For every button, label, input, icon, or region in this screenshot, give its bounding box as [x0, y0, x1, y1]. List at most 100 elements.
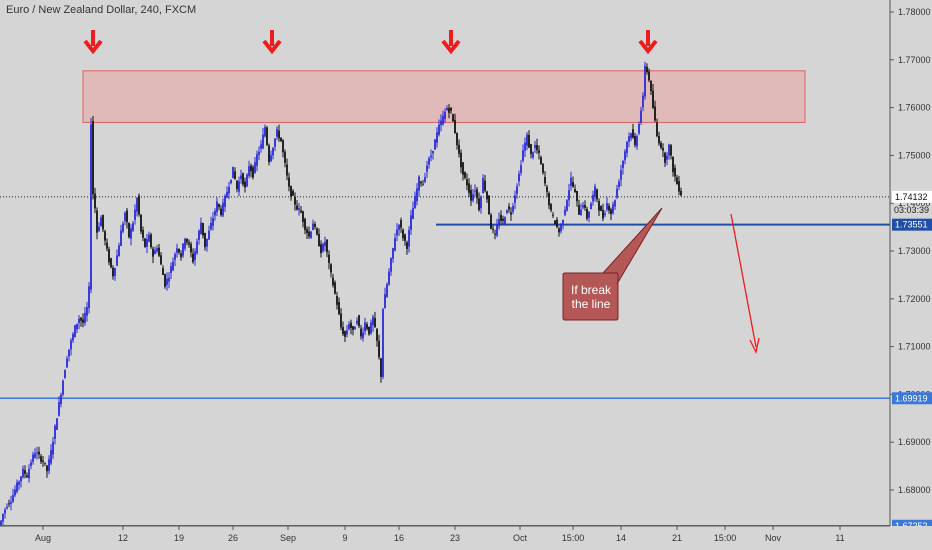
- candle-body: [410, 215, 412, 230]
- candle-body: [374, 318, 376, 328]
- candle-body: [626, 141, 628, 153]
- projection-arrow: [730, 213, 760, 354]
- candle-body: [0, 520, 2, 529]
- candle-body: [108, 249, 110, 263]
- candle-body: [10, 502, 12, 504]
- candle-body: [116, 255, 118, 266]
- candle-body: [448, 108, 450, 113]
- candle-body: [416, 188, 418, 202]
- candle-body: [82, 319, 84, 323]
- candle-body: [28, 468, 30, 479]
- candle-body: [110, 258, 112, 268]
- candle-body: [512, 206, 514, 212]
- candle-body: [118, 245, 120, 257]
- candle-body: [164, 274, 166, 287]
- candle-body: [314, 223, 316, 227]
- candle-body: [318, 233, 320, 247]
- candle-body: [208, 230, 210, 240]
- candle-body: [522, 150, 524, 161]
- candle-body: [228, 186, 230, 194]
- candle-body: [540, 157, 542, 165]
- callout-line-1: If break: [570, 283, 612, 297]
- candle-body: [74, 325, 76, 338]
- candle-body: [130, 228, 132, 239]
- candle-body: [92, 121, 94, 195]
- candle-body: [176, 248, 178, 253]
- x-tick-label: 12: [118, 533, 128, 543]
- candle-body: [256, 154, 258, 166]
- candle-body: [162, 268, 164, 275]
- candle-body: [114, 268, 116, 276]
- candle-body: [362, 332, 364, 339]
- y-tick-label: 1.77000: [898, 55, 931, 65]
- candle-body: [56, 418, 58, 430]
- candle-body: [388, 271, 390, 285]
- candle-body: [322, 243, 324, 252]
- candle-body: [428, 158, 430, 165]
- candle-body: [94, 193, 96, 209]
- candle-body: [384, 294, 386, 309]
- x-tick-label: 21: [672, 533, 682, 543]
- candle-body: [88, 286, 90, 309]
- candle-body: [498, 219, 500, 227]
- candle-body: [286, 164, 288, 176]
- candle-body: [438, 124, 440, 135]
- candle-body: [624, 151, 626, 161]
- candle-body: [510, 212, 512, 215]
- support-tag-label: 1.73551: [895, 220, 928, 230]
- candle-body: [244, 181, 246, 188]
- down-arrow-icon: [638, 30, 658, 55]
- candle-body: [592, 194, 594, 202]
- candle-body: [252, 167, 254, 178]
- candle-body: [402, 229, 404, 239]
- candle-body: [568, 190, 570, 201]
- x-tick-label: Nov: [765, 533, 782, 543]
- candle-body: [430, 155, 432, 158]
- candle-body: [346, 330, 348, 335]
- candle-body: [8, 503, 10, 505]
- candle-body: [532, 152, 534, 158]
- candle-body: [84, 312, 86, 323]
- candle-body: [464, 172, 466, 178]
- candle-body: [538, 150, 540, 153]
- candle-body: [588, 211, 590, 218]
- candle-body: [128, 222, 130, 238]
- candle-body: [288, 177, 290, 187]
- candle-body: [654, 106, 656, 121]
- candle-body: [300, 210, 302, 213]
- level-0-tag: [892, 392, 932, 405]
- candle-body: [306, 229, 308, 233]
- candle-body: [104, 231, 106, 241]
- candle-body: [610, 209, 612, 215]
- candle-body: [452, 114, 454, 122]
- candle-body: [24, 470, 26, 474]
- candle-body: [62, 380, 64, 395]
- candle-body: [414, 195, 416, 209]
- x-tick-label: 15:00: [714, 533, 737, 543]
- candle-body: [480, 196, 482, 209]
- candle-body: [530, 144, 532, 155]
- candle-body: [246, 174, 248, 187]
- candle-body: [292, 190, 294, 196]
- candle-body: [636, 136, 638, 147]
- candle-body: [264, 127, 266, 137]
- candle-body: [336, 296, 338, 305]
- candle-body: [138, 195, 140, 215]
- candle-body: [420, 181, 422, 184]
- candle-body: [326, 239, 328, 253]
- candle-body: [106, 242, 108, 249]
- candle-body: [608, 205, 610, 211]
- candle-body: [270, 155, 272, 162]
- candle-body: [352, 326, 354, 330]
- level-1-tag-label: 1.67252: [895, 521, 928, 531]
- candle-body: [304, 218, 306, 230]
- candle-body: [676, 177, 678, 185]
- candle-body: [170, 266, 172, 273]
- candle-body: [350, 322, 352, 328]
- candle-body: [196, 241, 198, 254]
- candle-body: [560, 223, 562, 232]
- y-tick-label: 1.78000: [898, 7, 931, 17]
- candle-body: [328, 254, 330, 263]
- candle-body: [404, 234, 406, 241]
